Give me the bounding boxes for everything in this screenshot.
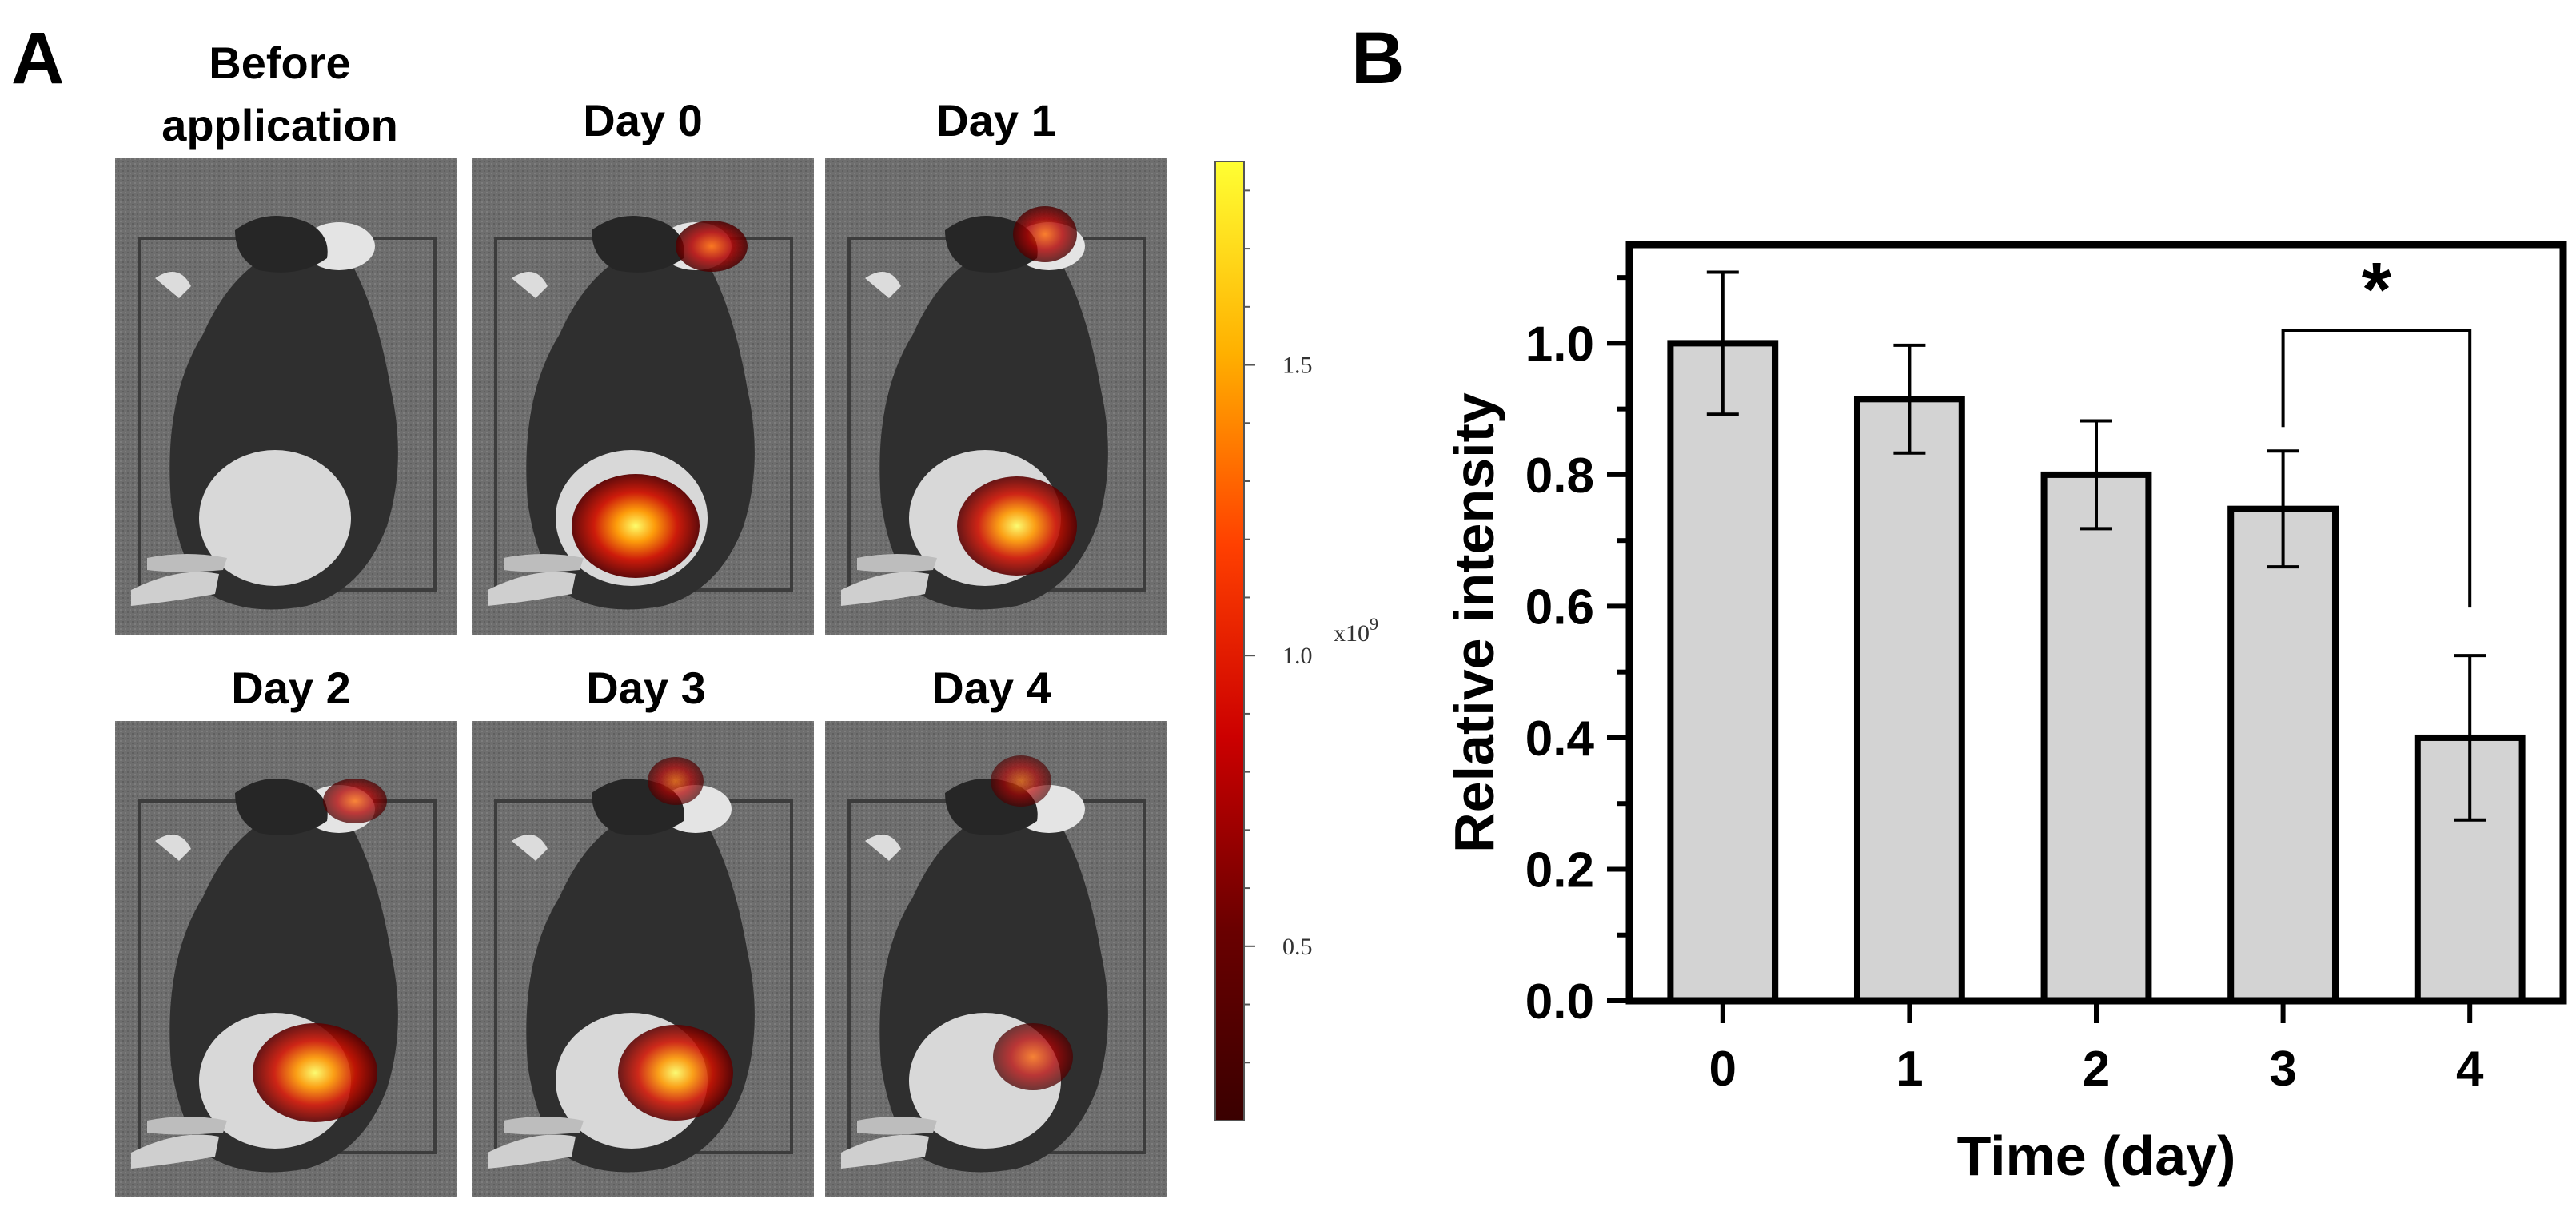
x-axis-title: Time (day) <box>1957 1125 2236 1187</box>
fluorescence-signal-day0 <box>572 474 700 578</box>
colorbar-tick-label: 1.5 <box>1282 353 1313 379</box>
mouse-image-day1 <box>823 157 1169 636</box>
y-axis: 0.0 0.2 0.4 0.6 0.8 1.0 <box>1525 275 1629 1030</box>
error-bars <box>1706 270 2486 822</box>
y-tick-label: 0.2 <box>1525 843 1594 898</box>
significance-bracket-line <box>2281 328 2472 608</box>
colorbar-gradient <box>1214 161 1245 1121</box>
mouse-image-day3 <box>470 719 815 1199</box>
panel-b: B * 0.0 0.2 0.4 0.6 0.8 1.0 0 1 2 3 4 Time (day) … <box>1351 18 2567 1187</box>
image-title-day3: Day 3 <box>586 663 705 713</box>
image-title-day1: Day 1 <box>936 95 1055 145</box>
fluorescence-signal-day3 <box>618 1025 733 1121</box>
panel-b-letter: B <box>1351 18 1404 99</box>
mouse-image-day0 <box>470 157 815 636</box>
x-tick-label: 4 <box>2456 1042 2484 1097</box>
y-axis-title: Relative intensity <box>1443 392 1505 853</box>
ear-signal-day2 <box>323 779 387 823</box>
colorbar-tick-label: 0.5 <box>1282 934 1313 960</box>
panel-a-letter: A <box>11 18 64 99</box>
fluorescence-signal-day4 <box>993 1023 1073 1090</box>
mouse-photo-day3 <box>470 719 815 1199</box>
y-tick-label: 0.0 <box>1525 974 1594 1030</box>
image-title-before-line2: application <box>161 100 398 150</box>
colorbar: 1.5 1.0 0.5 x109 <box>1214 161 1378 1121</box>
bar-day-0 <box>1667 340 1779 1004</box>
mouse-image-day2 <box>114 719 459 1199</box>
mouse-photo-before <box>114 157 459 636</box>
ear-signal-day4 <box>991 755 1051 807</box>
y-tick-label: 0.6 <box>1525 580 1594 635</box>
panel-a: A Before application Day 0 Day 1 Day 2 <box>11 18 1378 1199</box>
bar-chart: * 0.0 0.2 0.4 0.6 0.8 1.0 0 1 2 3 4 Time (day) Re… <box>1443 241 2567 1187</box>
image-title-day4: Day 4 <box>931 663 1051 713</box>
image-title-before-line1: Before <box>209 38 350 88</box>
image-title-day0: Day 0 <box>583 95 702 145</box>
y-tick-label: 0.8 <box>1525 448 1594 504</box>
mouse-photo-day2 <box>114 719 459 1199</box>
x-tick-label: 3 <box>2269 1042 2296 1097</box>
x-tick-label: 2 <box>2083 1042 2110 1097</box>
bar-day-3 <box>2227 505 2339 1004</box>
bar-day-2 <box>2040 471 2152 1004</box>
significance-star: * <box>2362 247 2392 333</box>
ear-signal-day1 <box>1013 206 1077 262</box>
fluorescence-signal-day1 <box>957 476 1077 576</box>
y-tick-label: 0.4 <box>1525 711 1595 767</box>
fluorescence-signal-day2 <box>253 1023 377 1122</box>
mouse-image-before <box>114 157 459 636</box>
y-tick-label: 1.0 <box>1525 317 1594 372</box>
ear-signal-day3 <box>648 757 704 805</box>
significance-bracket: * <box>2281 247 2472 608</box>
colorbar-tick-label: 1.0 <box>1282 643 1313 669</box>
ear-signal-day0 <box>676 221 748 272</box>
image-title-day2: Day 2 <box>231 663 350 713</box>
colorbar-ticks: 1.5 1.0 0.5 <box>1244 189 1313 1064</box>
x-tick-label: 0 <box>1709 1042 1737 1097</box>
x-tick-label: 1 <box>1896 1042 1923 1097</box>
x-axis: 0 1 2 3 4 <box>1709 1001 2484 1097</box>
bar-day-1 <box>1853 396 1965 1004</box>
colorbar-unit: x109 <box>1334 614 1378 647</box>
mouse-image-day4 <box>823 719 1169 1199</box>
